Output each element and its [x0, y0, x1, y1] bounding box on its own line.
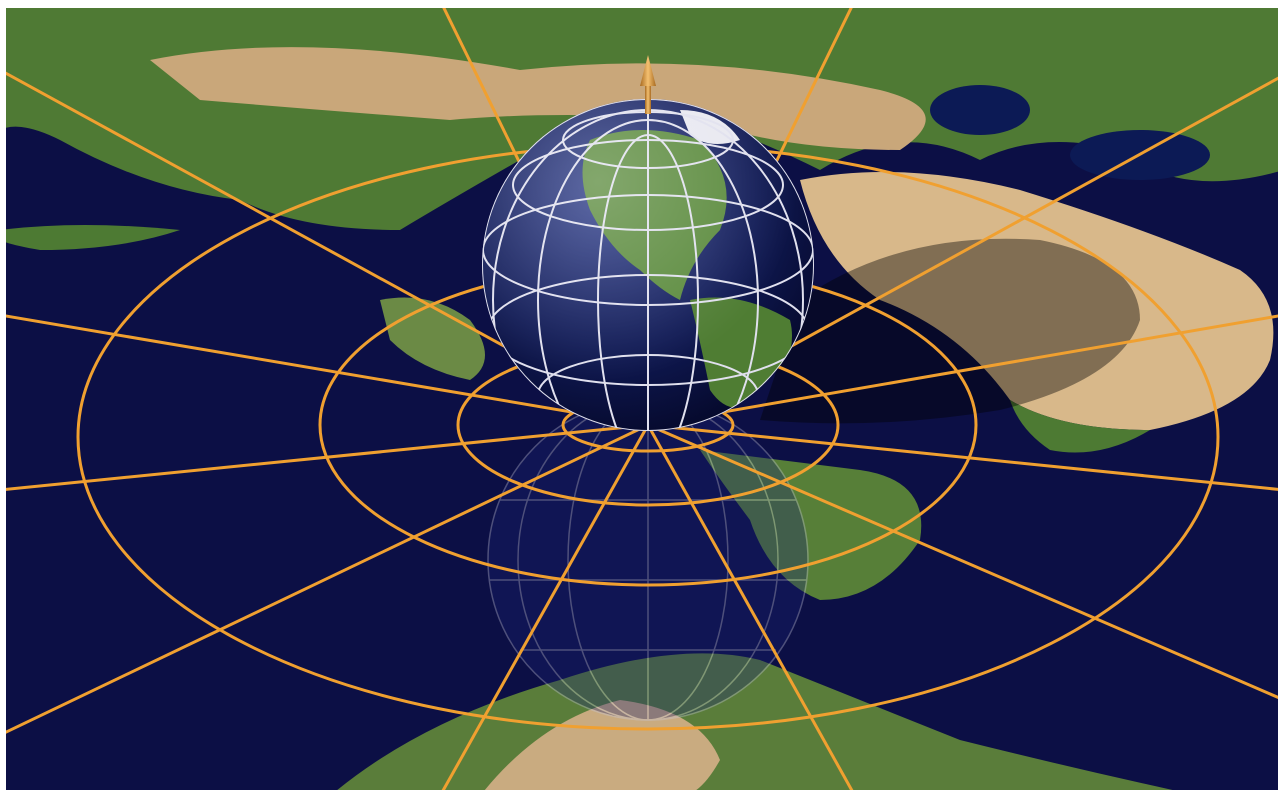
arrow-head	[640, 55, 656, 86]
south-america	[700, 450, 922, 600]
arrow-shaft	[645, 82, 651, 114]
globe-shadow	[760, 238, 1140, 424]
radial-line	[441, 424, 650, 790]
globe-reflection	[487, 399, 809, 721]
globe	[482, 99, 814, 431]
radial-line	[647, 314, 1278, 427]
island	[6, 225, 180, 250]
globe-highlight	[482, 99, 814, 431]
radial-line	[6, 423, 649, 734]
radial-line	[647, 423, 1278, 491]
africa	[800, 172, 1274, 430]
radial-line	[647, 423, 1278, 700]
axis-arrow	[640, 55, 656, 114]
africa-green	[1010, 400, 1150, 453]
sea	[930, 85, 1030, 135]
desert-south	[484, 700, 720, 790]
radial-line	[6, 423, 649, 491]
radial-line	[646, 424, 854, 790]
radial-line	[6, 314, 649, 427]
